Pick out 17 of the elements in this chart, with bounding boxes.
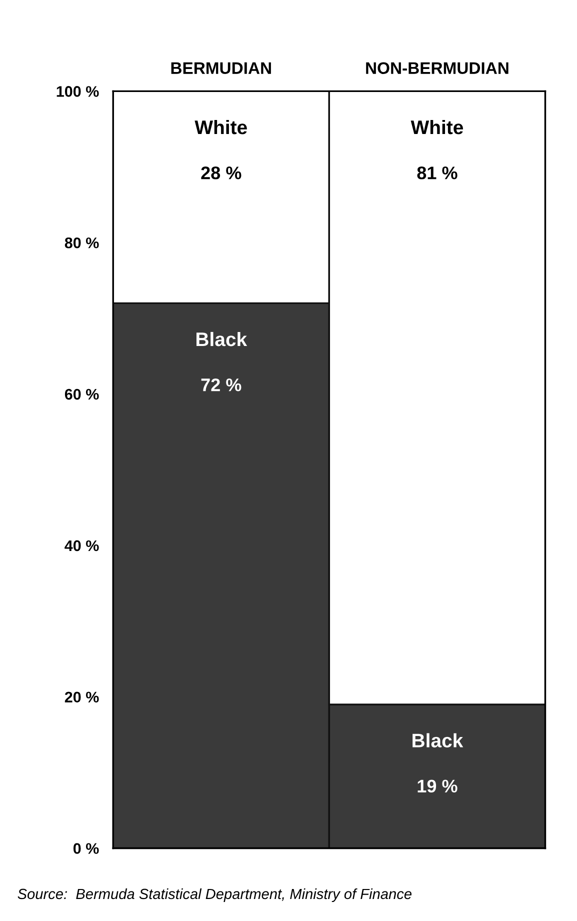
y-tick-label: 60 % [64, 388, 99, 400]
data-label: 72 % [201, 378, 242, 392]
y-tick-label: 0 % [73, 843, 99, 854]
data-label: 81 % [417, 166, 458, 180]
series-label: White [194, 120, 247, 134]
text: Black [412, 733, 464, 748]
y-tick-label: 80 % [64, 237, 99, 248]
x-tick-label: BERMUDIAN [171, 62, 271, 74]
y-tick-label: 40 % [64, 540, 99, 552]
data-label: 28 % [201, 166, 242, 180]
x-tick-label: NON-BERMUDIAN [366, 62, 508, 74]
y-tick-label: 20 % [64, 692, 99, 703]
source-note: Source: Bermuda Statistical Department, Ministry of Finance [18, 888, 412, 902]
y-tick-label: 100 % [56, 86, 99, 97]
text: White [410, 120, 464, 134]
data-label: 19 % [418, 780, 458, 793]
series-label: Black [196, 332, 248, 346]
